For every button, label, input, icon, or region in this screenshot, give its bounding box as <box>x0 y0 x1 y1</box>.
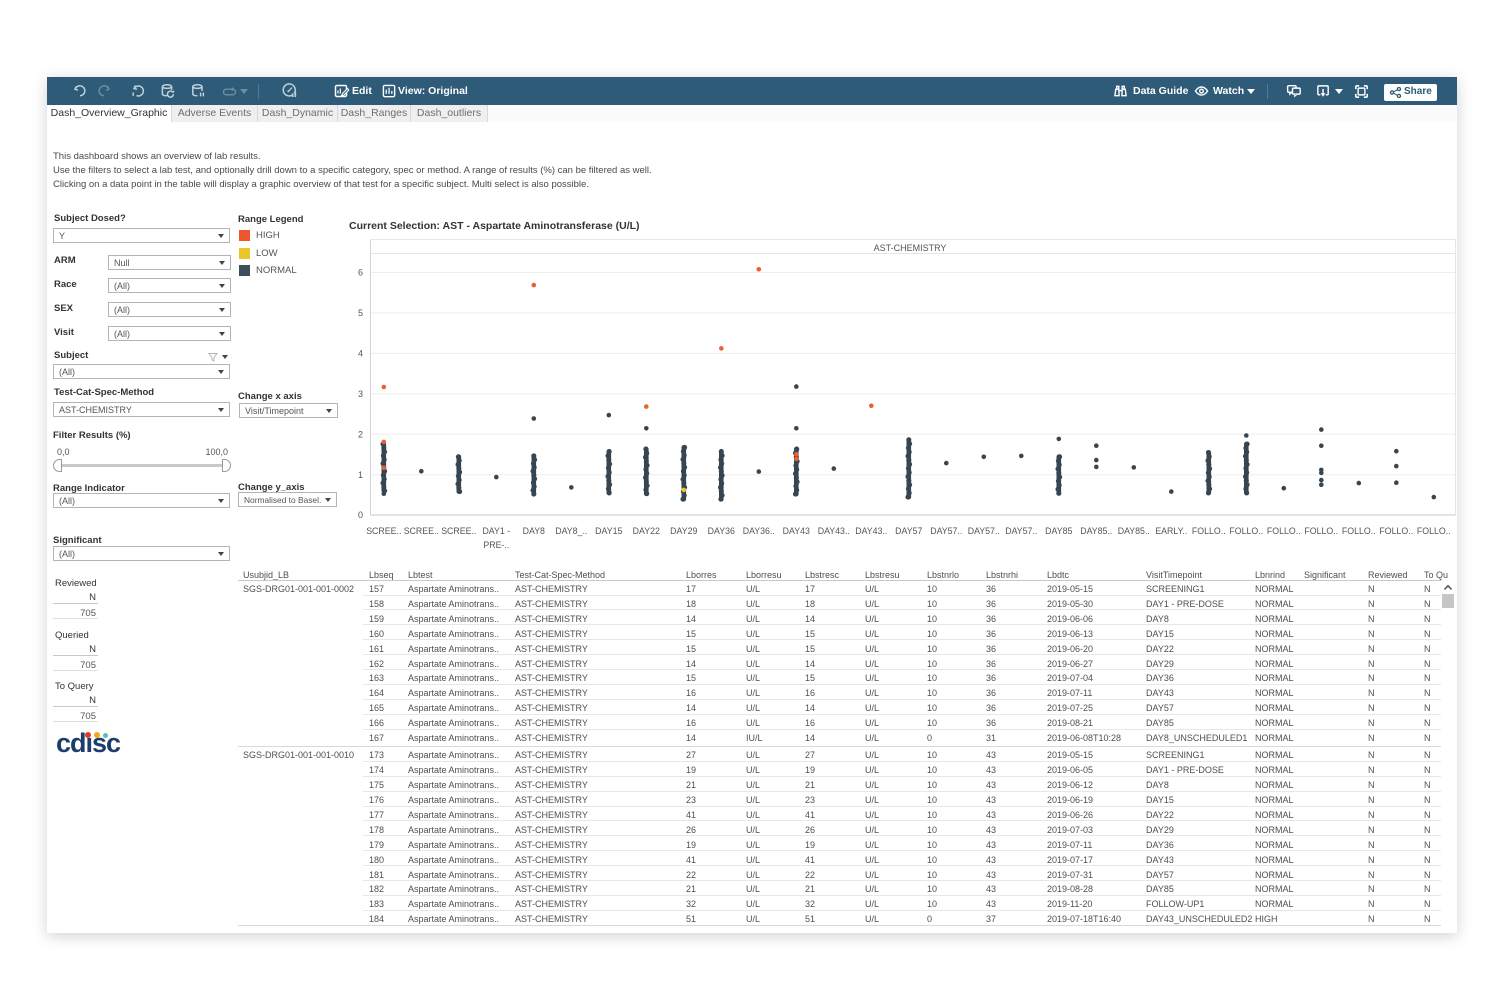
svg-text:6: 6 <box>358 268 363 278</box>
svg-text:DAY85: DAY85 <box>1045 526 1072 536</box>
svg-text:SCREE..: SCREE.. <box>366 526 401 536</box>
svg-text:DAY22: DAY22 <box>633 526 660 536</box>
svg-text:DAY85..: DAY85.. <box>1080 526 1112 536</box>
svg-text:FOLLO..: FOLLO.. <box>1417 526 1451 536</box>
svg-text:DAY57..: DAY57.. <box>930 526 962 536</box>
svg-text:DAY15: DAY15 <box>595 526 622 536</box>
svg-text:4: 4 <box>358 348 363 358</box>
svg-text:DAY57..: DAY57.. <box>1005 526 1037 536</box>
svg-text:DAY57: DAY57 <box>895 526 922 536</box>
svg-text:2: 2 <box>358 429 363 439</box>
svg-text:SCREE..: SCREE.. <box>404 526 439 536</box>
svg-text:1: 1 <box>358 470 363 480</box>
svg-text:5: 5 <box>358 308 363 318</box>
svg-text:DAY43..: DAY43.. <box>818 526 850 536</box>
svg-text:FOLLO..: FOLLO.. <box>1229 526 1263 536</box>
svg-text:FOLLO..: FOLLO.. <box>1304 526 1338 536</box>
svg-text:DAY8_..: DAY8_.. <box>555 526 587 536</box>
svg-text:DAY43: DAY43 <box>783 526 810 536</box>
svg-text:Current Selection: AST - Aspar: Current Selection: AST - Aspartate Amino… <box>349 220 640 232</box>
svg-text:3: 3 <box>358 389 363 399</box>
svg-text:DAY36: DAY36 <box>708 526 735 536</box>
svg-text:AST-CHEMISTRY: AST-CHEMISTRY <box>874 243 947 253</box>
svg-text:FOLLO..: FOLLO.. <box>1342 526 1376 536</box>
svg-text:DAY1 -: DAY1 - <box>482 526 510 536</box>
svg-text:0: 0 <box>358 510 363 520</box>
svg-text:DAY36..: DAY36.. <box>743 526 775 536</box>
svg-text:FOLLO..: FOLLO.. <box>1379 526 1413 536</box>
svg-text:DAY8: DAY8 <box>523 526 545 536</box>
svg-text:DAY85..: DAY85.. <box>1118 526 1150 536</box>
svg-text:DAY29: DAY29 <box>670 526 697 536</box>
svg-text:PRE-..: PRE-.. <box>483 540 509 550</box>
svg-text:DAY43..: DAY43.. <box>855 526 887 536</box>
svg-text:EARLY..: EARLY.. <box>1155 526 1187 536</box>
svg-text:DAY57..: DAY57.. <box>968 526 1000 536</box>
svg-text:FOLLO..: FOLLO.. <box>1267 526 1301 536</box>
svg-text:SCREE..: SCREE.. <box>441 526 476 536</box>
svg-text:FOLLO..: FOLLO.. <box>1192 526 1226 536</box>
